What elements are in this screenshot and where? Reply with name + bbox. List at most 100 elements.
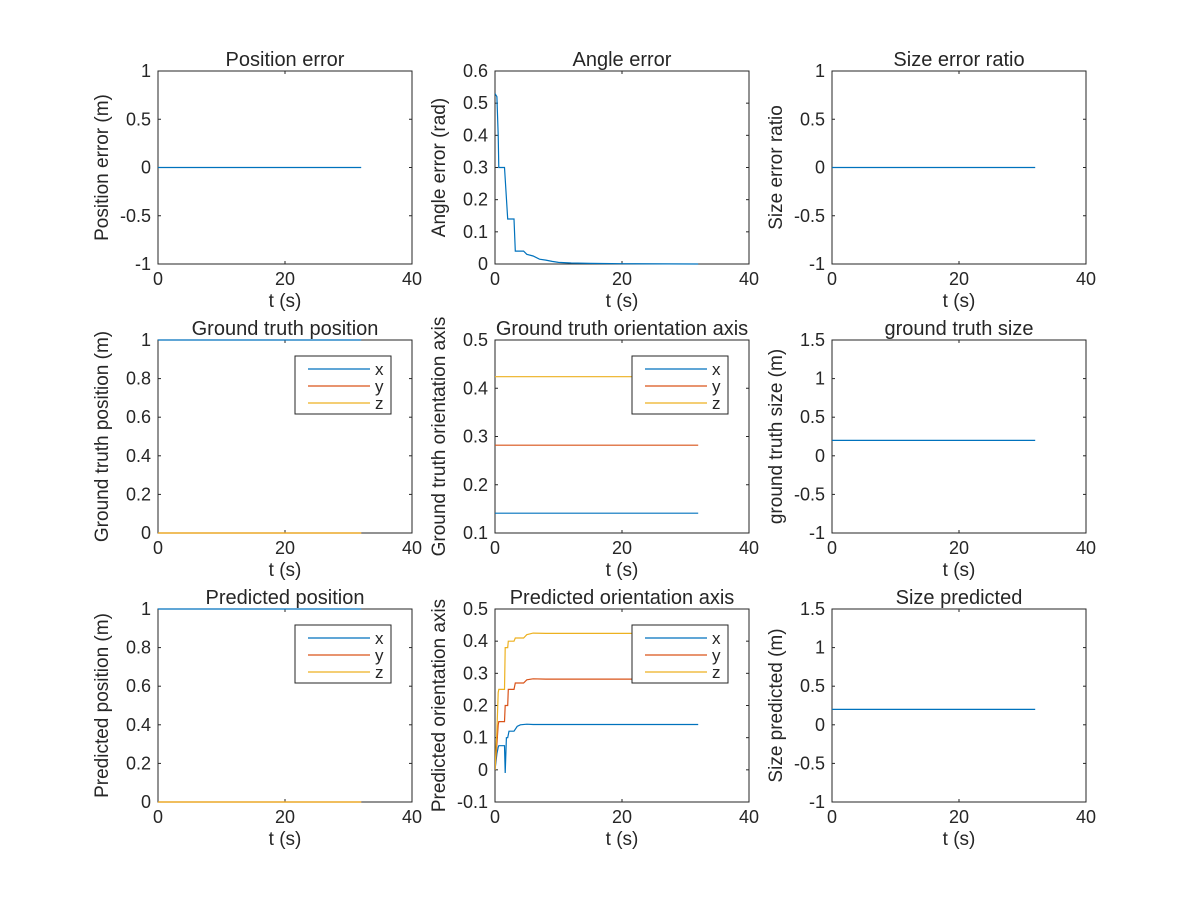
x-tick-label: 40 (1076, 269, 1096, 289)
x-tick-label: 20 (949, 269, 969, 289)
axes-box (831, 339, 1087, 534)
y-tick-label: 0.3 (463, 427, 488, 447)
y-tick-label: 0.3 (463, 663, 488, 683)
x-axis-label: t (s) (943, 560, 976, 581)
x-tick-label: 40 (739, 807, 759, 827)
x-tick-label: 40 (739, 269, 759, 289)
x-tick-label: 0 (490, 269, 500, 289)
y-tick-label: 1 (141, 330, 151, 350)
y-tick-label: 0.1 (463, 523, 488, 543)
x-tick-label: 0 (153, 807, 163, 827)
x-axis-label: t (s) (943, 291, 976, 312)
y-tick-label: 0.4 (126, 446, 151, 466)
y-tick-label: 0 (141, 792, 151, 812)
y-axis-label: Ground truth position (m) (92, 331, 113, 542)
subplot-3: 0 20 40 -1 -0.5 0 0.5 1 Size error ratio t (s) Siz… (766, 49, 1096, 312)
y-tick-label: 0.5 (463, 599, 488, 619)
x-tick-label: 0 (490, 538, 500, 558)
y-tick-label: -0.5 (120, 206, 151, 226)
x-axis-label: t (s) (269, 291, 302, 312)
x-tick-label: 20 (612, 269, 632, 289)
x-tick-label: 20 (612, 807, 632, 827)
legend-box (631, 624, 729, 684)
chart-title: Size predicted (896, 587, 1023, 609)
y-tick-label: 0.1 (463, 728, 488, 748)
y-tick-label: -1 (809, 792, 825, 812)
legend-label-x: x (712, 629, 721, 648)
subplot-7: 0 20 40 0 0.2 0.4 0.6 0.8 1 Predicted position t (… (92, 587, 422, 850)
x-axis-label: t (s) (606, 560, 639, 581)
y-tick-label: -1 (809, 254, 825, 274)
x-axis-label: t (s) (943, 829, 976, 850)
y-axis-label: Angle error (rad) (429, 98, 450, 237)
chart-title: Size error ratio (893, 49, 1024, 71)
y-tick-label: 0.2 (126, 753, 151, 773)
legend-label-z: z (375, 394, 384, 413)
y-tick-label: 0.5 (126, 109, 151, 129)
x-tick-label: 20 (275, 807, 295, 827)
legend-label-y: y (712, 646, 721, 665)
y-tick-label: -0.5 (794, 484, 825, 504)
x-tick-label: 0 (490, 807, 500, 827)
x-tick-label: 0 (827, 807, 837, 827)
y-tick-label: 0 (141, 523, 151, 543)
y-tick-label: 1 (815, 61, 825, 81)
legend: xyz (631, 624, 729, 684)
y-tick-label: 0 (478, 254, 488, 274)
legend-label-x: x (712, 360, 721, 379)
legend-box (294, 624, 392, 684)
y-tick-label: 0.2 (463, 475, 488, 495)
x-tick-label: 20 (275, 269, 295, 289)
subplot-2: 0 20 40 0 0.1 0.2 0.3 0.4 0.5 0.6 Angle error t (s)… (429, 49, 759, 312)
y-tick-label: 0.5 (463, 93, 488, 113)
y-tick-label: -0.1 (457, 792, 488, 812)
x-tick-label: 40 (1076, 538, 1096, 558)
x-axis-label: t (s) (606, 291, 639, 312)
y-tick-label: 0.4 (463, 631, 488, 651)
axes-box (157, 608, 413, 803)
x-tick-label: 40 (739, 538, 759, 558)
subplot-4: 0 20 40 0 0.2 0.4 0.6 0.8 1 Ground truth position… (92, 318, 422, 581)
y-axis-label: Position error (m) (92, 94, 113, 241)
x-tick-label: 20 (949, 538, 969, 558)
y-tick-label: 0.5 (800, 109, 825, 129)
legend-label-y: y (712, 377, 721, 396)
y-axis-label: Ground truth orientation axis (429, 317, 450, 557)
x-axis-label: t (s) (606, 829, 639, 850)
chart-title: Angle error (573, 49, 672, 71)
y-tick-label: -0.5 (794, 753, 825, 773)
y-tick-label: 0.6 (126, 407, 151, 427)
y-tick-label: 0.5 (463, 330, 488, 350)
x-axis-label: t (s) (269, 560, 302, 581)
y-tick-label: 0.6 (463, 61, 488, 81)
chart-title: Predicted orientation axis (510, 587, 735, 609)
y-tick-label: 0.2 (126, 484, 151, 504)
y-axis-label: ground truth size (m) (766, 349, 787, 524)
y-tick-label: 0.2 (463, 190, 488, 210)
legend-label-x: x (375, 360, 384, 379)
legend: xyz (631, 355, 729, 415)
series-line-z (495, 632, 699, 770)
subplot-5: 0 20 40 0.1 0.2 0.3 0.4 0.5 Ground truth orienta… (429, 317, 759, 581)
subplot-6: 0 20 40 -1 -0.5 0 0.5 1 1.5 ground truth size t (s… (766, 318, 1096, 581)
y-tick-label: 1.5 (800, 330, 825, 350)
y-tick-label: 0 (141, 158, 151, 178)
x-tick-label: 20 (949, 807, 969, 827)
subplot-9: 0 20 40 -1 -0.5 0 0.5 1 1.5 Size predicted t (s) Si… (766, 587, 1096, 850)
legend-label-y: y (375, 646, 384, 665)
series-line-x (495, 723, 699, 774)
chart-title: Position error (226, 49, 345, 71)
y-tick-label: 0 (815, 715, 825, 735)
legend-label-z: z (712, 663, 721, 682)
y-tick-label: 0.3 (463, 158, 488, 178)
y-tick-label: 1 (815, 369, 825, 389)
legend: xyz (294, 355, 392, 415)
y-tick-label: 0.4 (463, 378, 488, 398)
subplot-grid: 0 20 40 -1 -0.5 0 0.5 1 Position error t (s) Posit… (92, 49, 1096, 850)
y-tick-label: 0.5 (800, 676, 825, 696)
y-tick-label: 0.1 (463, 222, 488, 242)
chart-title: ground truth size (885, 318, 1034, 340)
subplot-1: 0 20 40 -1 -0.5 0 0.5 1 Position error t (s) Posit… (92, 49, 422, 312)
x-tick-label: 40 (402, 269, 422, 289)
